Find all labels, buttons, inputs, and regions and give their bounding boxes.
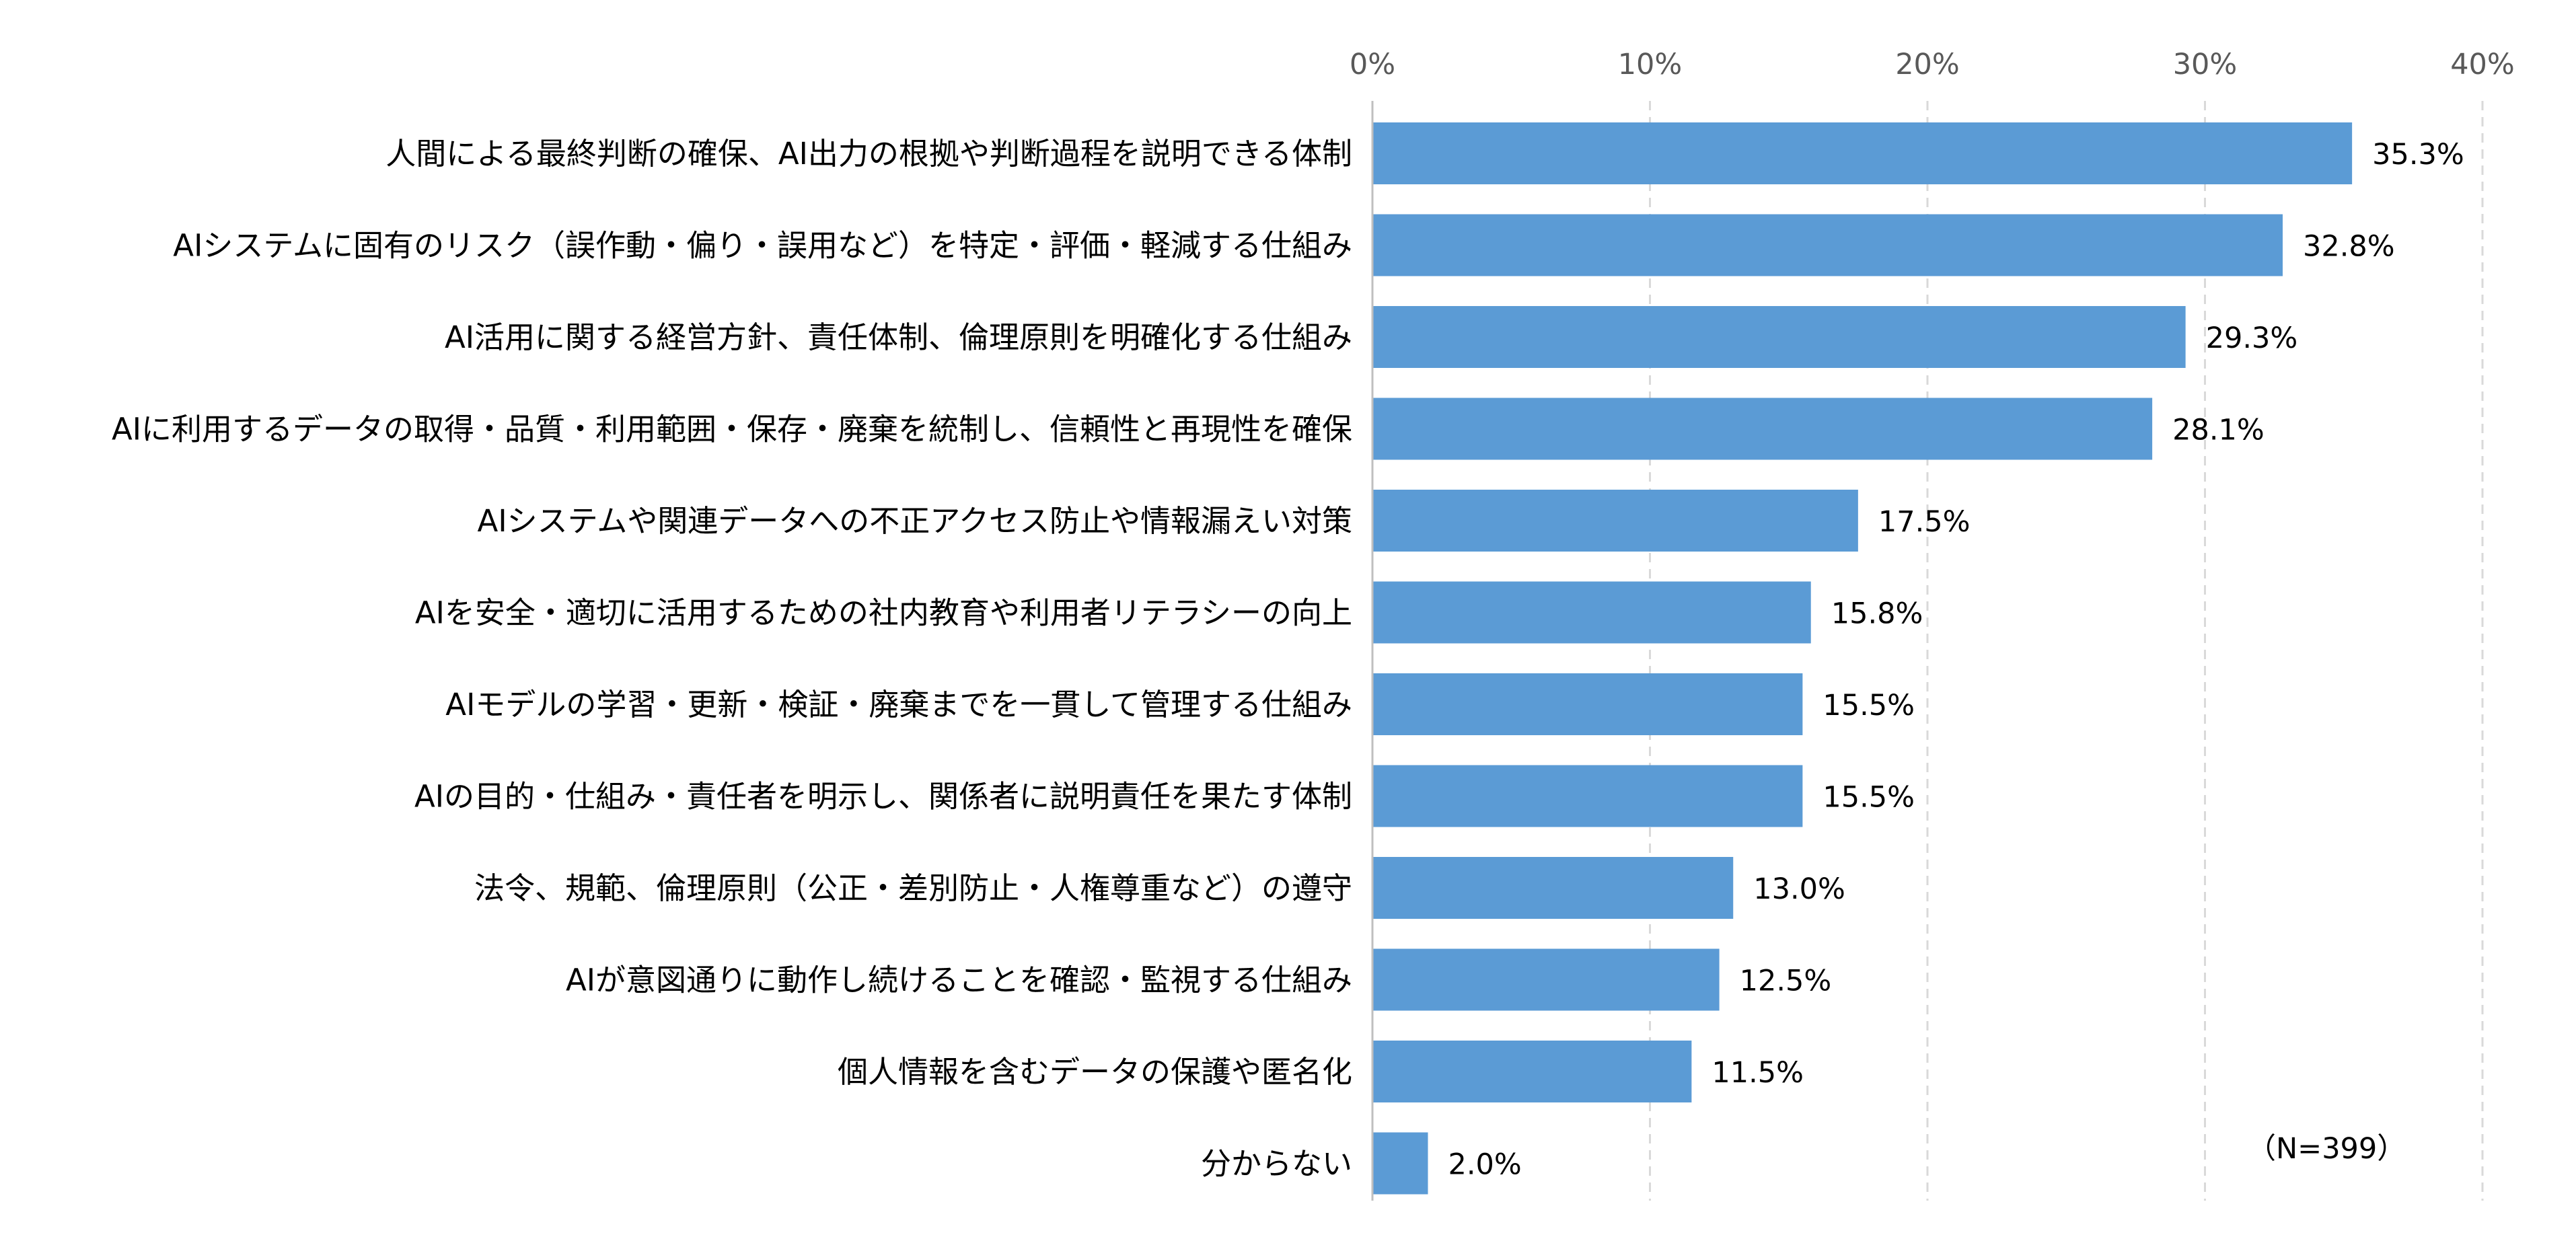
category-label: 分からない bbox=[1201, 1146, 1352, 1182]
category-label: 個人情報を含むデータの保護や匿名化 bbox=[838, 1054, 1352, 1090]
bar bbox=[1372, 122, 2353, 184]
x-tick-label: 40% bbox=[2450, 48, 2515, 81]
value-label: 17.5% bbox=[1878, 505, 1971, 539]
bar bbox=[1372, 1041, 1692, 1102]
value-label: 13.0% bbox=[1753, 872, 1845, 906]
bar bbox=[1372, 765, 1803, 827]
bar bbox=[1372, 673, 1803, 735]
value-label: 12.5% bbox=[1740, 965, 1832, 998]
category-label: 人間による最終判断の確保、AI出力の根拠や判断過程を説明できる体制 bbox=[385, 136, 1352, 172]
category-label: AIシステムや関連データへの不正アクセス防止や情報漏えい対策 bbox=[478, 503, 1352, 539]
bar bbox=[1372, 581, 1811, 644]
category-label: AIに利用するデータの取得・品質・利用範囲・保存・廃棄を統制し、信頼性と再現性を… bbox=[112, 412, 1352, 447]
bar bbox=[1372, 490, 1858, 552]
category-label: AIの目的・仕組み・責任者を明示し、関係者に説明責任を果たす体制 bbox=[414, 779, 1352, 815]
value-label: 11.5% bbox=[1712, 1056, 1804, 1090]
bar bbox=[1372, 398, 2153, 460]
category-label: 法令、規範、倫理原則（公正・差別防止・人権尊重など）の遵守 bbox=[474, 870, 1352, 906]
grid-layer bbox=[1649, 101, 2484, 1201]
sample-size-note: （N=399） bbox=[2247, 1132, 2406, 1166]
bar bbox=[1372, 306, 2186, 368]
value-label: 29.3% bbox=[2206, 322, 2298, 355]
category-label: AIモデルの学習・更新・検証・廃棄までを一貫して管理する仕組み bbox=[445, 687, 1352, 722]
category-label: AIを安全・適切に活用するための社内教育や利用者リテラシーの向上 bbox=[415, 595, 1352, 631]
bar bbox=[1372, 1132, 1428, 1195]
value-labels: 35.3% 32.8% 29.3% 28.1% 17.5% 15.8% 15.5% 15.5%… bbox=[1448, 138, 2464, 1182]
category-label: AIが意図通りに動作し続けることを確認・監視する仕組み bbox=[566, 963, 1352, 998]
bar bbox=[1372, 214, 2283, 276]
x-tick-label: 0% bbox=[1350, 48, 1395, 81]
value-label: 15.5% bbox=[1823, 689, 1915, 722]
x-tick-label: 20% bbox=[1895, 48, 1960, 81]
value-label: 35.3% bbox=[2372, 138, 2464, 172]
value-label: 15.5% bbox=[1823, 781, 1915, 815]
category-label: AIシステムに固有のリスク（誤作動・偏り・誤用など）を特定・評価・軽減する仕組み bbox=[173, 228, 1352, 264]
value-label: 15.8% bbox=[1831, 597, 1923, 631]
value-label: 2.0% bbox=[1448, 1148, 1522, 1182]
bars bbox=[1372, 122, 2353, 1195]
value-label: 28.1% bbox=[2172, 414, 2265, 447]
category-labels: 人間による最終判断の確保、AI出力の根拠や判断過程を説明できる体制 AIシステムに… bbox=[112, 136, 1352, 1182]
x-axis-ticks: 0% 10% 20% 30% 40% bbox=[1350, 48, 2515, 81]
category-label: AI活用に関する経営方針、責任体制、倫理原則を明確化する仕組み bbox=[445, 320, 1352, 355]
x-tick-label: 10% bbox=[1618, 48, 1683, 81]
bar bbox=[1372, 948, 1720, 1011]
bar bbox=[1372, 857, 1734, 919]
value-label: 32.8% bbox=[2303, 230, 2395, 264]
x-tick-label: 30% bbox=[2173, 48, 2238, 81]
